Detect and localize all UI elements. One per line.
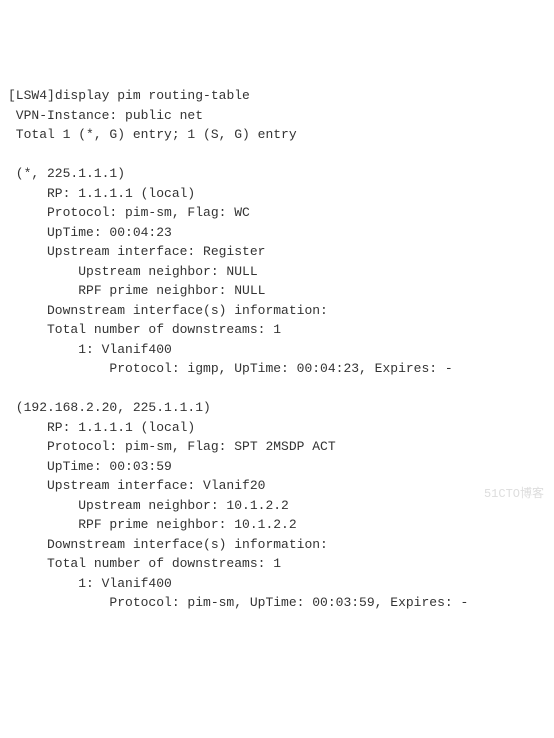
protocol-line: Protocol: pim-sm, Flag: SPT 2MSDP ACT — [8, 439, 336, 454]
upstream-interface-line: Upstream interface: Register — [8, 244, 265, 259]
terminal-output: [LSW4]display pim routing-table VPN-Inst… — [8, 86, 546, 613]
upstream-neighbor-line: Upstream neighbor: 10.1.2.2 — [8, 498, 289, 513]
downstream-info-line: Downstream interface(s) information: — [8, 537, 328, 552]
entry-header: (192.168.2.20, 225.1.1.1) — [8, 400, 211, 415]
command: display pim routing-table — [55, 88, 250, 103]
rpf-neighbor-line: RPF prime neighbor: NULL — [8, 283, 265, 298]
downstream-interface-line: 1: Vlanif400 — [8, 342, 172, 357]
prompt: [LSW4] — [8, 88, 55, 103]
uptime-line: UpTime: 00:04:23 — [8, 225, 172, 240]
rpf-neighbor-line: RPF prime neighbor: 10.1.2.2 — [8, 517, 297, 532]
uptime-line: UpTime: 00:03:59 — [8, 459, 172, 474]
upstream-neighbor-line: Upstream neighbor: NULL — [8, 264, 258, 279]
entry-header: (*, 225.1.1.1) — [8, 166, 125, 181]
downstream-total-line: Total number of downstreams: 1 — [8, 556, 281, 571]
downstream-protocol-line: Protocol: igmp, UpTime: 00:04:23, Expire… — [8, 361, 453, 376]
downstream-interface-line: 1: Vlanif400 — [8, 576, 172, 591]
protocol-line: Protocol: pim-sm, Flag: WC — [8, 205, 250, 220]
downstream-total-line: Total number of downstreams: 1 — [8, 322, 281, 337]
vpn-instance-line: VPN-Instance: public net — [8, 108, 203, 123]
rp-line: RP: 1.1.1.1 (local) — [8, 186, 195, 201]
downstream-info-line: Downstream interface(s) information: — [8, 303, 328, 318]
upstream-interface-line: Upstream interface: Vlanif20 — [8, 478, 265, 493]
rp-line: RP: 1.1.1.1 (local) — [8, 420, 195, 435]
total-entries-line: Total 1 (*, G) entry; 1 (S, G) entry — [8, 127, 297, 142]
downstream-protocol-line: Protocol: pim-sm, UpTime: 00:03:59, Expi… — [8, 595, 468, 610]
